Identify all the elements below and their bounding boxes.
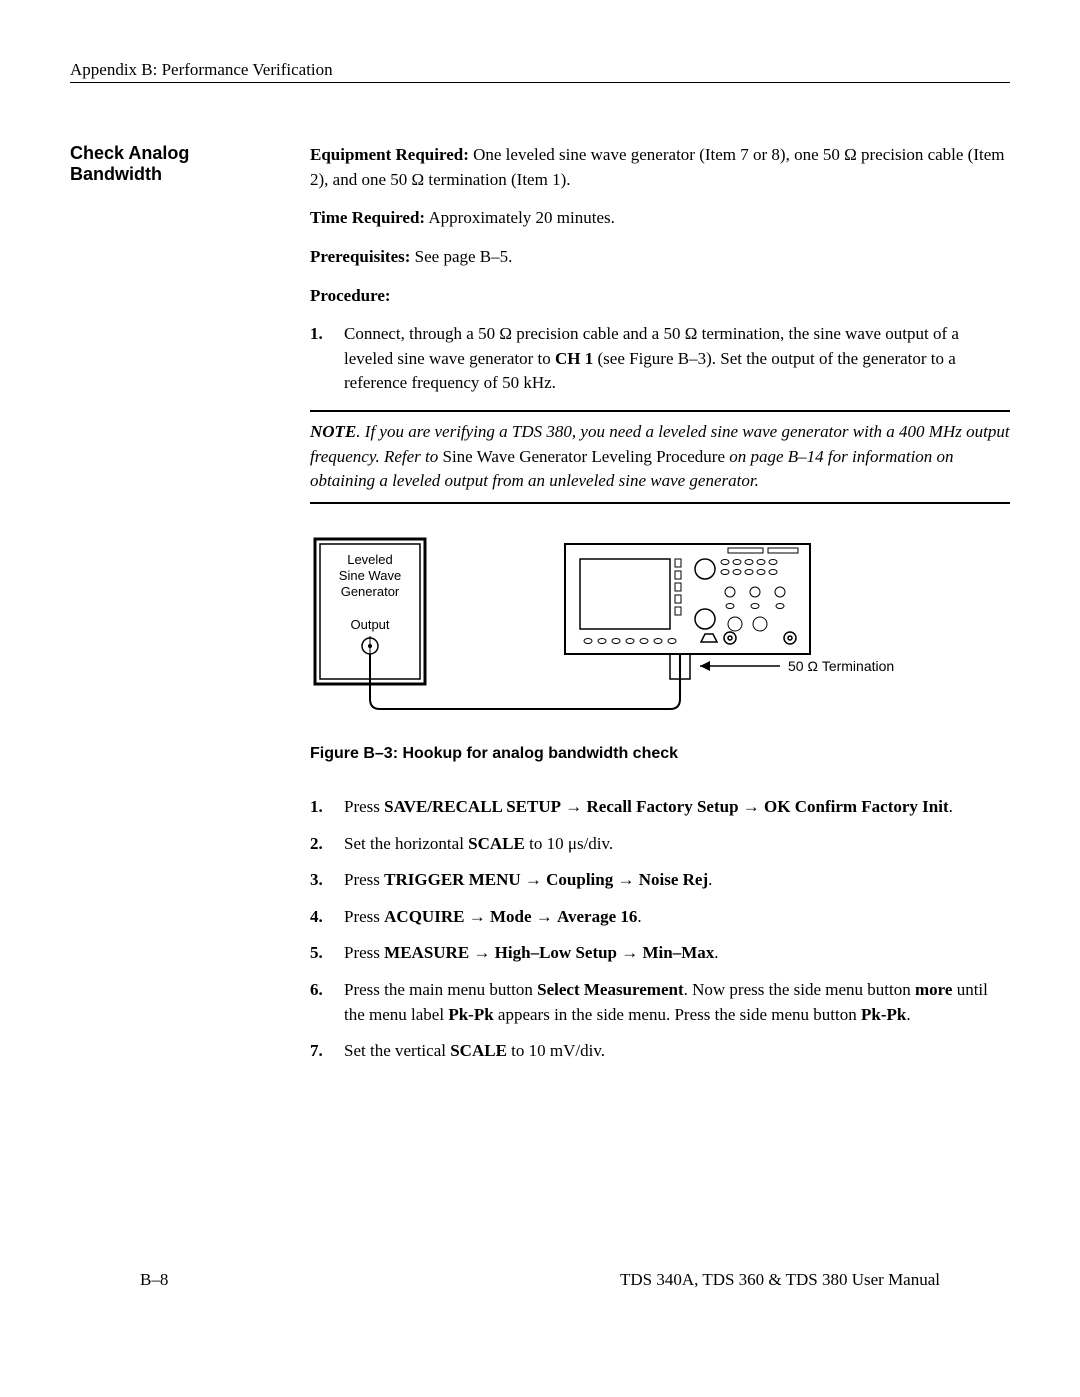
procedure-label: Procedure:	[310, 284, 1010, 309]
note-label: NOTE	[310, 422, 356, 441]
t: Noise Rej	[639, 870, 708, 889]
t: .	[949, 797, 953, 816]
page-number: B–8	[140, 1270, 168, 1290]
t: Press the main menu button	[344, 980, 537, 999]
page: Appendix B: Performance Verification Che…	[70, 60, 1010, 1340]
t: appears in the side menu. Press the side…	[494, 1005, 861, 1024]
step-4: 4. Press ACQUIRE → Mode → Average 16.	[310, 905, 1010, 930]
step-6: 6. Press the main menu button Select Mea…	[310, 978, 1010, 1027]
hookup-diagram: Leveled Sine Wave Generator Output	[310, 534, 930, 724]
t: ACQUIRE	[384, 907, 464, 926]
prerequisites: Prerequisites: See page B–5.	[310, 245, 1010, 270]
t: .	[708, 870, 712, 889]
main-row: Check Analog Bandwidth Equipment Require…	[70, 143, 1010, 1076]
b: Set the horizontal SCALE to 10 μs/div.	[344, 832, 1010, 857]
t: Set the vertical	[344, 1041, 450, 1060]
b: Press ACQUIRE → Mode → Average 16.	[344, 905, 1010, 930]
step-7: 7. Set the vertical SCALE to 10 mV/div.	[310, 1039, 1010, 1064]
t: →	[617, 943, 643, 962]
svg-text:Leveled: Leveled	[347, 552, 393, 567]
t: →	[464, 907, 490, 926]
t: Recall Factory Setup	[587, 797, 739, 816]
t: Coupling	[546, 870, 613, 889]
equip-label: Equipment Required:	[310, 145, 469, 164]
b: Press SAVE/RECALL SETUP → Recall Factory…	[344, 795, 1010, 820]
t: →	[469, 943, 495, 962]
t: →	[521, 870, 547, 889]
manual-title: TDS 340A, TDS 360 & TDS 380 User Manual	[620, 1270, 940, 1290]
t: SCALE	[450, 1041, 507, 1060]
svg-text:Output: Output	[350, 617, 389, 632]
n: 2.	[310, 832, 332, 857]
svg-text:Sine Wave: Sine Wave	[339, 568, 401, 583]
step-5: 5. Press MEASURE → High–Low Setup → Min–…	[310, 941, 1010, 966]
t: Sine Wave Generator Leveling Procedure	[443, 447, 725, 466]
step-body: Connect, through a 50 Ω precision cable …	[344, 322, 1010, 396]
t: Set the horizontal	[344, 834, 468, 853]
n: 5.	[310, 941, 332, 966]
figure-caption: Figure B–3: Hookup for analog bandwidth …	[310, 742, 1010, 765]
t: SCALE	[468, 834, 525, 853]
t: Select Measurement	[537, 980, 684, 999]
b: Press TRIGGER MENU → Coupling → Noise Re…	[344, 868, 1010, 893]
t: Pk-Pk	[861, 1005, 906, 1024]
n: 6.	[310, 978, 332, 1027]
t: Min–Max	[643, 943, 715, 962]
t: more	[915, 980, 952, 999]
n: 7.	[310, 1039, 332, 1064]
svg-text:50 Ω Termination: 50 Ω Termination	[788, 658, 894, 674]
t: Average 16	[557, 907, 637, 926]
t: →	[561, 797, 587, 816]
footer: B–8 TDS 340A, TDS 360 & TDS 380 User Man…	[140, 1270, 940, 1290]
svg-text:Generator: Generator	[341, 584, 400, 599]
t: .	[714, 943, 718, 962]
n: 3.	[310, 868, 332, 893]
t: MEASURE	[384, 943, 469, 962]
b: Set the vertical SCALE to 10 mV/div.	[344, 1039, 1010, 1064]
t: .	[637, 907, 641, 926]
prereq-text: See page B–5.	[410, 247, 512, 266]
t: to 10 μs/div.	[525, 834, 613, 853]
t: Press	[344, 797, 384, 816]
t: →	[613, 870, 639, 889]
equipment-required: Equipment Required: One leveled sine wav…	[310, 143, 1010, 192]
prereq-label: Prerequisites:	[310, 247, 410, 266]
b: Press MEASURE → High–Low Setup → Min–Max…	[344, 941, 1010, 966]
t: to 10 mV/div.	[507, 1041, 605, 1060]
t: TRIGGER MENU	[384, 870, 520, 889]
step-2: 2. Set the horizontal SCALE to 10 μs/div…	[310, 832, 1010, 857]
note-box: NOTE. If you are verifying a TDS 380, yo…	[310, 410, 1010, 504]
step-1: 1. Press SAVE/RECALL SETUP → Recall Fact…	[310, 795, 1010, 820]
t: SAVE/RECALL SETUP	[384, 797, 561, 816]
time-text: Approximately 20 minutes.	[425, 208, 615, 227]
step-num: 1.	[310, 322, 332, 396]
t: . Now press the side menu button	[684, 980, 915, 999]
figure-b3: Leveled Sine Wave Generator Output	[310, 534, 1010, 765]
t: →	[532, 907, 558, 926]
t: .	[906, 1005, 910, 1024]
n: 1.	[310, 795, 332, 820]
running-header: Appendix B: Performance Verification	[70, 60, 1010, 83]
t: Press	[344, 870, 384, 889]
time-required: Time Required: Approximately 20 minutes.	[310, 206, 1010, 231]
time-label: Time Required:	[310, 208, 425, 227]
section-heading: Check Analog Bandwidth	[70, 143, 280, 1076]
t: Press	[344, 907, 384, 926]
t: CH 1	[555, 349, 593, 368]
procedure-step-1: 1. Connect, through a 50 Ω precision cab…	[310, 322, 1010, 396]
b: Press the main menu button Select Measur…	[344, 978, 1010, 1027]
t: Press	[344, 943, 384, 962]
t: Mode	[490, 907, 532, 926]
t: →	[739, 797, 765, 816]
n: 4.	[310, 905, 332, 930]
step-3: 3. Press TRIGGER MENU → Coupling → Noise…	[310, 868, 1010, 893]
t: OK Confirm Factory Init	[764, 797, 949, 816]
t: High–Low Setup	[495, 943, 617, 962]
content-column: Equipment Required: One leveled sine wav…	[310, 143, 1010, 1076]
t: Pk-Pk	[448, 1005, 493, 1024]
